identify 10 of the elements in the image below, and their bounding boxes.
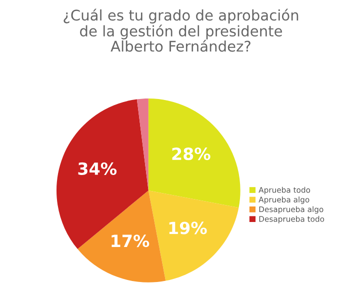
- data-label: 17%: [112, 234, 150, 248]
- data-label: 28%: [172, 148, 210, 160]
- chart-title: ¿Cuál es tu grado de aprobación de la gestión del presidente Alberto Fernández?: [64, 8, 298, 52]
- data-label: 19%: [169, 222, 207, 234]
- pie-slice: [56, 99, 148, 250]
- pie-slice: [148, 190, 239, 281]
- pie-slice: [78, 190, 166, 282]
- pie-slice: [136, 98, 148, 190]
- pie-slice: [148, 98, 240, 208]
- data-label: 34%: [78, 162, 117, 175]
